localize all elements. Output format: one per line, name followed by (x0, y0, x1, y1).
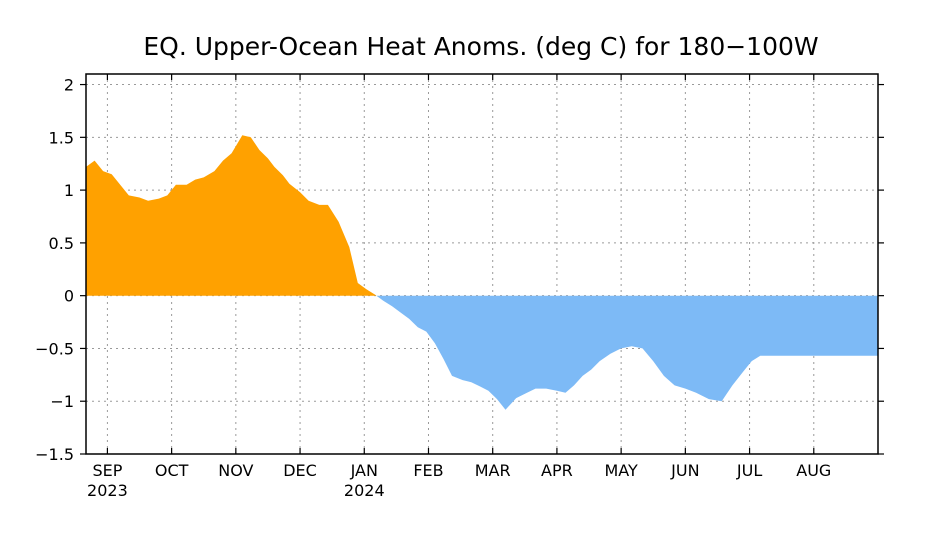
y-tick-label: 0 (64, 287, 74, 306)
x-tick-label: MAY (604, 461, 638, 480)
x-tick-label: APR (541, 461, 573, 480)
x-tick-label: JUL (736, 461, 762, 480)
x-tick-label: FEB (413, 461, 443, 480)
y-tick-label: −0.5 (35, 339, 74, 358)
y-tick-label: 2 (64, 76, 74, 95)
axis-ticks (80, 74, 884, 455)
x-tick-label: DEC (283, 461, 317, 480)
x-tick-label: OCT (155, 461, 189, 480)
x-tick-year-label: 2024 (344, 481, 385, 500)
x-tick-label: AUG (796, 461, 831, 480)
x-tick-label: NOV (218, 461, 253, 480)
plot-frame (85, 73, 879, 455)
chart-title: EQ. Upper-Ocean Heat Anoms. (deg C) for … (143, 32, 818, 61)
y-tick-label: 1 (64, 181, 74, 200)
y-axis-labels: 2 1.5 1 0.5 0 −0.5 −1 −1.5 (35, 76, 74, 464)
x-tick-label: JAN (350, 461, 378, 480)
negative-anomaly-area (86, 295, 878, 410)
y-tick-label: 0.5 (49, 234, 74, 253)
x-tick-label: SEP (92, 461, 122, 480)
y-tick-label: 1.5 (49, 128, 74, 147)
y-tick-label: −1.5 (35, 445, 74, 464)
x-tick-label: JUN (670, 461, 699, 480)
anomaly-area (86, 135, 878, 410)
x-tick-year-label: 2023 (87, 481, 128, 500)
x-tick-label: MAR (475, 461, 511, 480)
y-tick-label: −1 (50, 392, 74, 411)
positive-anomaly-area (86, 135, 878, 296)
